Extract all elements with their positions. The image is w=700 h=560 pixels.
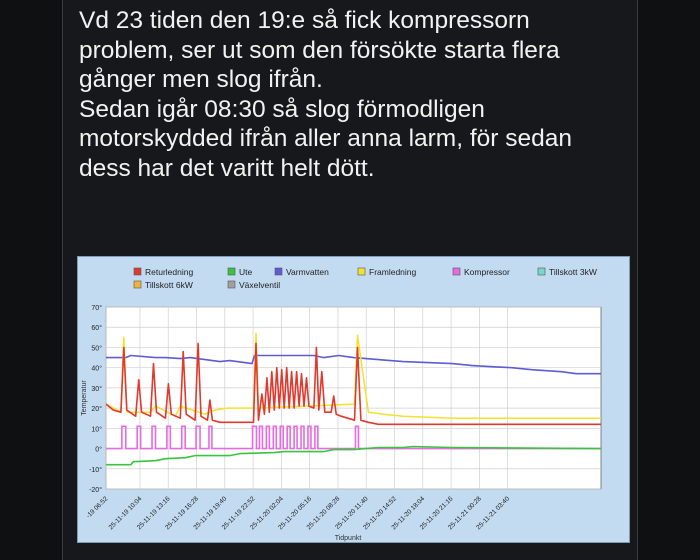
legend-label: Tillskott 3kW: [549, 267, 597, 277]
legend-label: Framledning: [369, 267, 417, 277]
y-tick-label: 10°: [91, 425, 102, 433]
y-axis-label: Temperatur: [81, 380, 88, 416]
series-returledning: [106, 342, 601, 426]
message-line: motorskydded ifrån aller anna larm, för …: [79, 125, 572, 152]
legend-label: Växelventil: [239, 280, 280, 290]
y-tick-label: -20°: [89, 486, 102, 494]
legend-swatch: [452, 267, 461, 276]
y-tick-label: 60°: [91, 324, 102, 332]
plot-area: [105, 306, 602, 490]
legend-swatch: [537, 267, 546, 276]
series-ute: [106, 445, 601, 466]
legend-swatch: [133, 267, 142, 276]
legend-swatch: [227, 267, 236, 276]
y-tick-label: 50°: [91, 344, 102, 352]
y-tick-label: 30°: [91, 385, 102, 393]
message-line: gånger men slog ifrån.: [79, 66, 323, 93]
legend-label: Returledning: [145, 267, 193, 277]
message-line: Sedan igår 08:30 så slog förmodligen: [79, 95, 485, 123]
legend-swatch: [227, 280, 236, 289]
y-tick-label: -10°: [89, 466, 102, 474]
legend-swatch: [274, 267, 283, 276]
legend-swatch: [357, 267, 366, 276]
temperature-chart: Returledning Ute Varmvatten Framledning Komp…: [81, 267, 602, 542]
y-tick-label: 40°: [91, 365, 102, 373]
message-line: dess har det varitt helt dött.: [79, 154, 375, 182]
legend-label: Ute: [239, 267, 253, 277]
message-line: problem, ser ut som den försökte starta …: [79, 36, 560, 64]
legend-swatch: [133, 280, 142, 289]
post-message: Vd 23 tiden den 19:e så fick kompressorn…: [79, 6, 639, 183]
legend-label: Kompressor: [464, 267, 510, 277]
chart-image[interactable]: Returledning Ute Varmvatten Framledning Komp…: [77, 256, 630, 543]
legend-label: Varmvatten: [286, 267, 329, 277]
x-axis-label: Tidpunkt: [335, 535, 362, 542]
series-framledning: [106, 332, 601, 419]
legend-label: Tillskott 6kW: [145, 280, 193, 290]
y-tick-label: 20°: [91, 405, 102, 413]
series-kompressor: [106, 425, 601, 450]
y-tick-label: 70°: [91, 304, 102, 312]
message-line: Vd 23 tiden den 19:e så fick kompressorn: [79, 7, 530, 34]
x-tick-label: -19 06:52: [85, 495, 110, 520]
y-tick-label: 0°: [95, 446, 102, 454]
series-varmvatten: [106, 354, 601, 375]
